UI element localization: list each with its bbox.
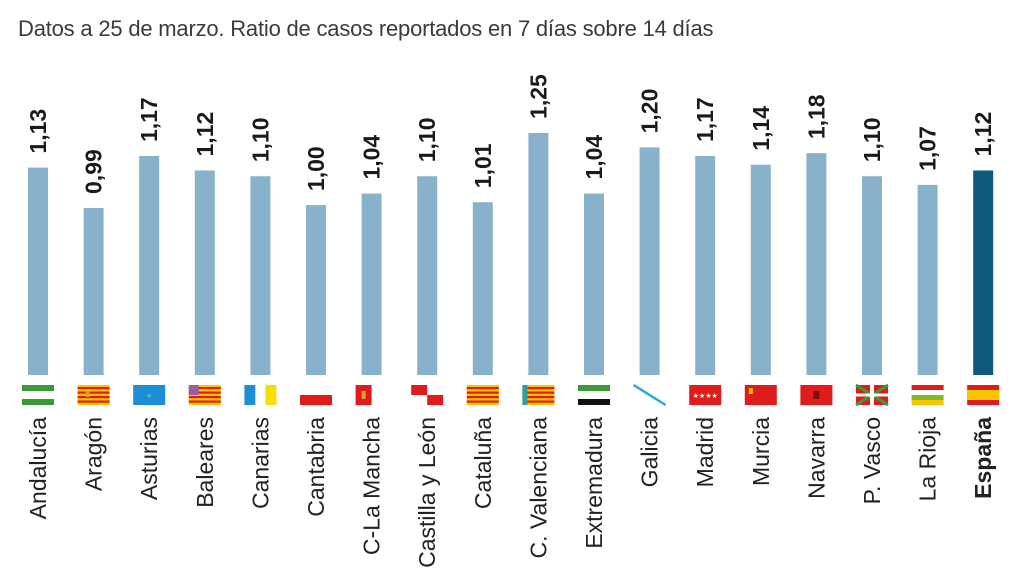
bar — [806, 153, 827, 375]
value-label: 1,12 — [970, 112, 996, 157]
valenciana-flag-icon — [522, 385, 555, 405]
category-label: C-La Mancha — [359, 417, 385, 555]
value-label: 1,01 — [470, 143, 496, 188]
aragon-flag-icon — [77, 385, 110, 405]
category-label: Aragón — [81, 417, 107, 491]
category-label: Madrid — [692, 417, 718, 487]
category-label: Cataluña — [470, 417, 496, 509]
category-label: Baleares — [192, 417, 218, 508]
value-label: 1,25 — [525, 74, 551, 119]
bar — [250, 176, 271, 375]
category-label: C. Valenciana — [525, 417, 551, 559]
castilla-la-mancha-flag-icon — [355, 385, 372, 405]
bar — [472, 202, 493, 375]
value-label: 1,07 — [915, 126, 941, 171]
bar — [862, 176, 882, 375]
value-label: 1,04 — [581, 135, 607, 180]
category-label: Castilla y León — [414, 417, 440, 568]
cantabria-flag-icon — [300, 395, 332, 405]
canarias-flag-icon — [244, 385, 277, 405]
pais-vasco-flag-icon — [855, 383, 889, 407]
category-label: Canarias — [247, 417, 273, 509]
la-rioja-flag-icon — [911, 385, 944, 405]
bar — [306, 205, 326, 375]
value-label: 0,99 — [81, 149, 107, 194]
asturias-flag-icon: + — [133, 385, 166, 405]
value-label: 1,20 — [637, 89, 663, 134]
bar — [695, 156, 716, 375]
bar — [750, 164, 771, 375]
bar — [83, 207, 104, 375]
value-label: 1,12 — [192, 112, 218, 157]
bar — [361, 193, 382, 375]
bar — [139, 156, 160, 375]
value-label: 1,10 — [414, 117, 440, 162]
bar — [417, 176, 438, 375]
category-label: Extremadura — [581, 417, 607, 549]
navarra-flag-icon — [800, 385, 833, 405]
category-label: Galicia — [637, 417, 663, 488]
madrid-flag-icon: ★★★★ — [689, 385, 722, 405]
svg-text:★★★★: ★★★★ — [693, 392, 718, 400]
category-label: Cantabria — [303, 417, 329, 517]
murcia-flag-icon — [744, 385, 777, 405]
value-label: 1,17 — [692, 97, 718, 142]
category-label: P. Vasco — [859, 417, 885, 504]
value-label: 1,10 — [247, 117, 273, 162]
bar — [584, 193, 604, 375]
bar — [28, 167, 48, 375]
category-label: La Rioja — [915, 417, 941, 502]
bar — [973, 170, 994, 375]
svg-text:+: + — [147, 391, 152, 401]
galicia-flag-icon — [632, 383, 667, 407]
bar — [917, 184, 938, 375]
bar — [528, 132, 549, 375]
bar — [194, 170, 215, 375]
bar — [639, 147, 660, 375]
value-label: 1,17 — [136, 97, 162, 142]
category-label: Asturias — [136, 417, 162, 500]
value-label: 1,13 — [25, 109, 51, 154]
value-label: 1,18 — [803, 94, 829, 139]
value-label: 1,04 — [359, 135, 385, 180]
cataluna-flag-icon — [466, 385, 499, 405]
chart-title: Datos a 25 de marzo. Ratio de casos repo… — [18, 16, 714, 41]
value-label: 1,10 — [859, 117, 885, 162]
andalucia-flag-icon — [22, 385, 54, 405]
value-label: 1,14 — [748, 106, 774, 151]
category-label: Navarra — [803, 417, 829, 499]
category-label: Murcia — [748, 417, 774, 486]
castilla-y-leon-flag-icon — [411, 385, 444, 405]
espana-flag-icon — [967, 385, 1000, 405]
extremadura-flag-icon — [578, 385, 610, 405]
category-label: España — [970, 417, 996, 499]
baleares-flag-icon — [188, 385, 221, 405]
value-label: 1,00 — [303, 146, 329, 191]
category-label: Andalucía — [25, 417, 51, 520]
